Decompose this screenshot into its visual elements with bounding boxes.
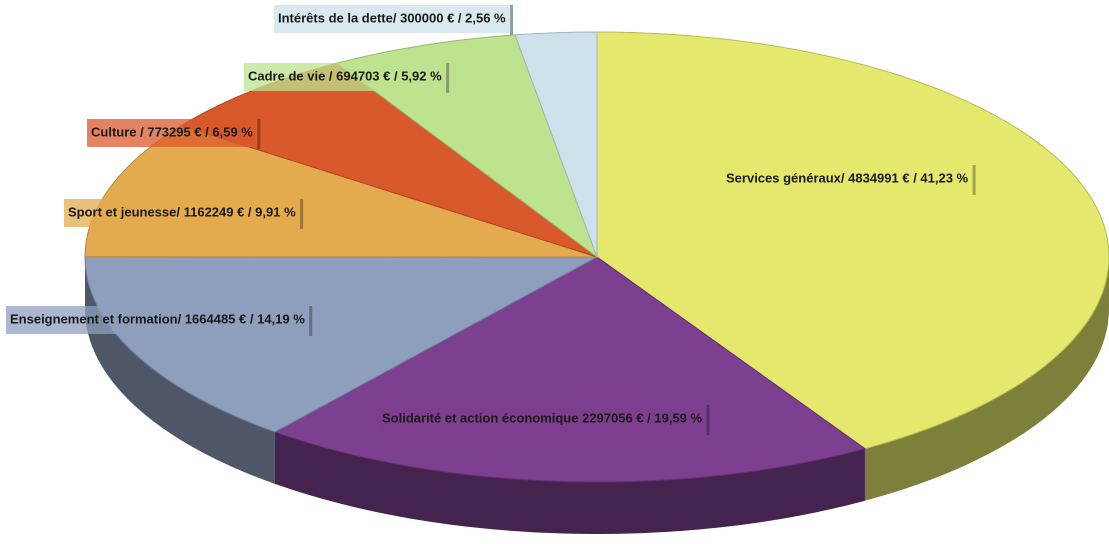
slice-label: Cadre de vie / 694703 € / 5,92 % xyxy=(244,63,449,93)
slice-label: Sport et jeunesse/ 1162249 € / 9,91 % xyxy=(64,199,303,229)
label-text: Sport et jeunesse/ 1162249 € / 9,91 % xyxy=(68,204,296,219)
label-border xyxy=(300,199,303,229)
label-text: Solidarité et action économique 2297056 … xyxy=(382,410,703,425)
label-border xyxy=(446,63,449,93)
chart: Services généraux/ 4834991 € / 41,23 % So… xyxy=(0,0,1109,544)
label-text: Cadre de vie / 694703 € / 5,92 % xyxy=(248,68,442,83)
label-border xyxy=(973,165,976,195)
label-border xyxy=(707,405,710,435)
slice-label: Services généraux/ 4834991 € / 41,23 % xyxy=(722,165,976,195)
slice-label: Culture / 773295 € / 6,59 % xyxy=(87,119,260,149)
slice-label: Enseignement et formation/ 1664485 € / 1… xyxy=(6,306,312,336)
label-text: Services généraux/ 4834991 € / 41,23 % xyxy=(726,170,969,185)
slice-label: Intérêts de la dette/ 300000 € / 2,56 % xyxy=(274,5,513,35)
label-text: Enseignement et formation/ 1664485 € / 1… xyxy=(10,311,305,326)
label-border xyxy=(257,119,260,149)
label-border xyxy=(309,306,312,336)
label-text: Intérêts de la dette/ 300000 € / 2,56 % xyxy=(278,10,506,25)
slice-label: Solidarité et action économique 2297056 … xyxy=(378,405,710,435)
label-text: Culture / 773295 € / 6,59 % xyxy=(91,124,253,139)
label-border xyxy=(510,5,513,35)
